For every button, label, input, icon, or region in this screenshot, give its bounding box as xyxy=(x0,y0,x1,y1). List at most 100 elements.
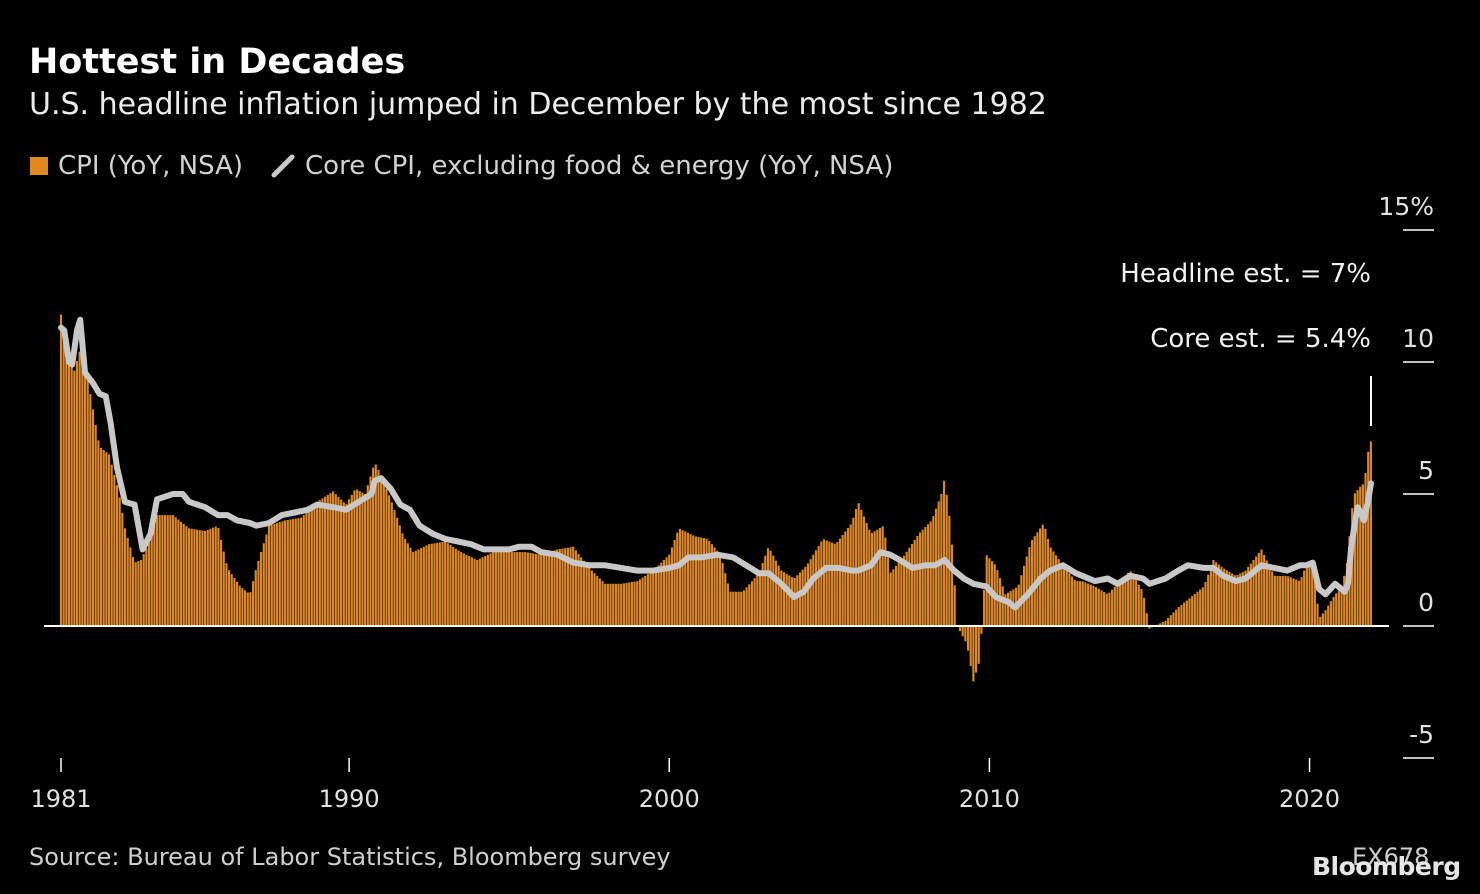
cpi-bar xyxy=(321,498,324,626)
cpi-bar xyxy=(244,590,247,626)
cpi-bar xyxy=(1129,571,1132,626)
cpi-bar xyxy=(1292,578,1295,626)
cpi-bar xyxy=(790,577,794,626)
cpi-bar xyxy=(369,476,372,626)
cpi-bar xyxy=(201,530,204,626)
cpi-bar xyxy=(340,499,343,626)
cpi-bar xyxy=(846,527,850,626)
cpi-bar xyxy=(961,626,964,637)
cpi-bar xyxy=(454,548,457,626)
cpi-bar xyxy=(1231,573,1234,626)
cpi-bar xyxy=(1177,607,1180,626)
cpi-bar xyxy=(678,528,681,626)
cpi-bar xyxy=(654,567,657,626)
cpi-bar xyxy=(780,570,783,626)
x-tick-label: 2010 xyxy=(959,785,1020,813)
core-cpi-line xyxy=(58,316,1374,611)
cpi-bar xyxy=(270,524,273,626)
cpi-bar xyxy=(358,491,361,626)
cpi-bar xyxy=(796,575,799,626)
cpi-bar xyxy=(612,583,615,626)
cpi-bar xyxy=(1359,486,1362,626)
cpi-bar xyxy=(1132,575,1135,626)
cpi-bar xyxy=(793,577,796,626)
cpi-bar xyxy=(446,543,449,626)
cpi-bar xyxy=(902,555,906,626)
cpi-bar xyxy=(1337,591,1340,626)
cpi-bar xyxy=(694,536,697,626)
cpi-bar xyxy=(350,494,353,626)
cpi-bar xyxy=(572,546,575,626)
cpi-bar xyxy=(881,526,884,626)
cpi-bar xyxy=(292,519,295,626)
cpi-bar xyxy=(1287,576,1290,626)
cpi-bar xyxy=(828,541,831,626)
cpi-bar xyxy=(1196,591,1199,626)
cpi-bar xyxy=(620,583,623,626)
cpi-bar xyxy=(764,555,767,626)
cpi-bar xyxy=(697,537,700,626)
cpi-bar xyxy=(99,447,103,626)
cpi-bar xyxy=(1239,573,1242,626)
cpi-bar xyxy=(390,502,393,626)
cpi-bar xyxy=(1345,562,1348,626)
cpi-bar xyxy=(646,574,649,626)
cpi-bar xyxy=(1052,551,1055,626)
cpi-bar xyxy=(436,542,439,626)
cpi-bar xyxy=(372,467,375,626)
cpi-bar xyxy=(382,482,385,626)
cpi-bar xyxy=(804,566,807,626)
cpi-bar xyxy=(982,589,986,626)
cpi-bar xyxy=(601,581,604,626)
cpi-bar xyxy=(1209,567,1212,626)
cpi-bar xyxy=(1169,615,1172,626)
cpi-bar xyxy=(209,528,212,626)
cpi-bar xyxy=(809,559,812,626)
cpi-bar xyxy=(865,523,868,626)
cpi-bar xyxy=(1335,593,1338,626)
cpi-bar xyxy=(193,529,196,626)
cpi-bar xyxy=(1271,571,1274,626)
y-tick-label: 5 xyxy=(1418,456,1434,485)
cpi-bar xyxy=(908,547,911,626)
cpi-bar xyxy=(564,548,567,626)
cpi-bar xyxy=(1140,589,1143,626)
cpi-bar xyxy=(588,567,591,626)
cpi-bar xyxy=(59,314,63,626)
cpi-bar xyxy=(1289,577,1292,626)
cpi-bar xyxy=(1127,572,1130,626)
cpi-bar xyxy=(289,519,292,626)
cpi-bar xyxy=(801,569,804,626)
cpi-bar xyxy=(1076,581,1079,626)
cpi-bar xyxy=(732,591,735,626)
cpi-bar xyxy=(886,557,890,626)
y-tick-label: 15% xyxy=(1378,192,1434,221)
cpi-bar xyxy=(1263,554,1266,626)
cpi-bar xyxy=(220,539,223,626)
cpi-bar xyxy=(841,535,844,626)
cpi-bar xyxy=(332,491,335,626)
cpi-bar xyxy=(1047,538,1050,626)
cpi-bar xyxy=(102,450,105,626)
cpi-bar xyxy=(1217,564,1220,626)
cpi-bar xyxy=(334,494,337,626)
cpi-bar xyxy=(203,530,207,626)
cpi-bar xyxy=(1103,592,1106,626)
cpi-bar xyxy=(107,454,111,626)
x-tick-label: 1990 xyxy=(319,785,380,813)
cpi-bar xyxy=(366,485,369,626)
cpi-bar xyxy=(260,552,263,626)
cpi-bar xyxy=(924,527,927,626)
cpi-bar xyxy=(1148,626,1151,629)
cpi-bar xyxy=(822,539,826,626)
cpi-bar xyxy=(364,494,367,626)
cpi-bar xyxy=(174,517,177,626)
cpi-bar xyxy=(532,553,535,626)
cpi-bar xyxy=(726,583,730,626)
cpi-bar xyxy=(566,547,569,626)
cpi-bar xyxy=(582,560,585,626)
cpi-bar xyxy=(833,543,836,626)
cpi-bar xyxy=(689,534,692,626)
cpi-bar xyxy=(134,562,137,626)
cpi-bar xyxy=(806,563,810,626)
